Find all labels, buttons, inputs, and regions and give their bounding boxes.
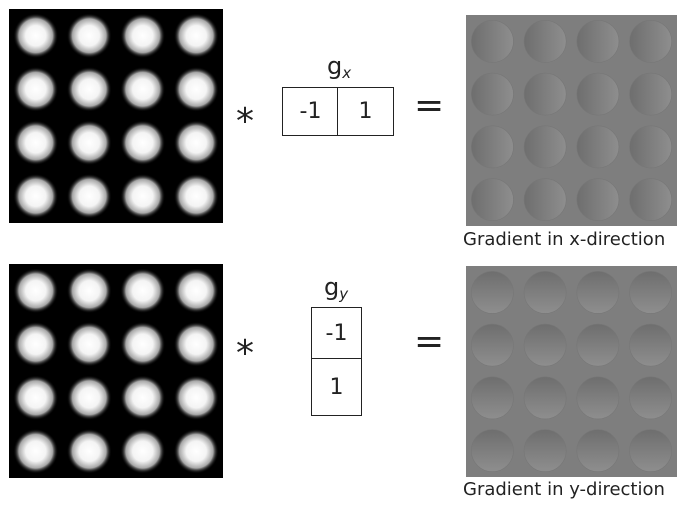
embossed-disc	[470, 376, 514, 420]
kernel-label-gx: gx	[327, 52, 352, 82]
embossed-disc	[576, 270, 620, 314]
bright-spot	[173, 375, 219, 421]
embossed-disc	[576, 323, 620, 367]
embossed-disc	[576, 178, 620, 222]
bright-spot	[13, 120, 59, 166]
bright-spot	[120, 375, 166, 421]
bright-spot	[66, 13, 112, 59]
embossed-disc	[629, 376, 673, 420]
kernel-gy-cell-1: -1	[311, 307, 362, 360]
embossed-disc	[523, 270, 567, 314]
embossed-disc	[523, 323, 567, 367]
equals-sign-x: =	[414, 85, 445, 126]
kernel-gx-cell-1: -1	[282, 87, 339, 136]
output-image-gradient-y	[466, 266, 677, 477]
convolution-operator-x: *	[236, 101, 254, 142]
embossed-disc	[629, 125, 673, 169]
convolution-operator-y: *	[236, 333, 254, 374]
embossed-disc	[629, 72, 673, 116]
bright-spot	[66, 120, 112, 166]
bright-spot	[13, 173, 59, 219]
bright-spot	[173, 13, 219, 59]
embossed-disc	[629, 178, 673, 222]
equals-sign-y: =	[414, 321, 445, 362]
bright-spot	[173, 173, 219, 219]
embossed-disc	[470, 178, 514, 222]
bright-spot	[66, 268, 112, 314]
bright-spot	[66, 375, 112, 421]
embossed-disc	[576, 125, 620, 169]
caption-gradient-x: Gradient in x-direction	[463, 229, 666, 250]
bright-spot	[173, 66, 219, 112]
embossed-disc	[629, 19, 673, 63]
input-image-x	[9, 9, 223, 223]
bright-spot	[66, 173, 112, 219]
embossed-disc	[576, 429, 620, 473]
bright-spot	[13, 375, 59, 421]
bright-spot	[13, 268, 59, 314]
kernel-gx-cell-2: 1	[337, 87, 394, 136]
input-image-y	[9, 264, 223, 478]
embossed-disc	[470, 323, 514, 367]
embossed-disc	[523, 72, 567, 116]
bright-spot	[66, 66, 112, 112]
kernel-label-gy: gy	[324, 273, 349, 303]
bright-spot	[13, 66, 59, 112]
bright-spot	[120, 428, 166, 474]
embossed-disc	[470, 125, 514, 169]
bright-spot	[66, 428, 112, 474]
embossed-disc	[470, 72, 514, 116]
bright-spot	[173, 268, 219, 314]
bright-spot	[173, 321, 219, 367]
embossed-disc	[576, 72, 620, 116]
embossed-disc	[576, 376, 620, 420]
embossed-disc	[523, 19, 567, 63]
embossed-disc	[629, 323, 673, 367]
embossed-disc	[470, 270, 514, 314]
bright-spot	[120, 120, 166, 166]
embossed-disc	[523, 429, 567, 473]
bright-spot	[120, 66, 166, 112]
bright-spot	[120, 173, 166, 219]
embossed-disc	[523, 178, 567, 222]
bright-spot	[120, 268, 166, 314]
bright-spot	[173, 120, 219, 166]
bright-spot	[120, 321, 166, 367]
embossed-disc	[629, 429, 673, 473]
embossed-disc	[576, 19, 620, 63]
bright-spot	[173, 428, 219, 474]
embossed-disc	[523, 376, 567, 420]
embossed-disc	[470, 19, 514, 63]
bright-spot	[66, 321, 112, 367]
output-image-gradient-x	[466, 15, 677, 226]
embossed-disc	[470, 429, 514, 473]
embossed-disc	[523, 125, 567, 169]
bright-spot	[120, 13, 166, 59]
kernel-gy-cell-2: 1	[311, 358, 362, 416]
bright-spot	[13, 321, 59, 367]
bright-spot	[13, 428, 59, 474]
bright-spot	[13, 13, 59, 59]
caption-gradient-y: Gradient in y-direction	[463, 479, 665, 500]
embossed-disc	[629, 270, 673, 314]
